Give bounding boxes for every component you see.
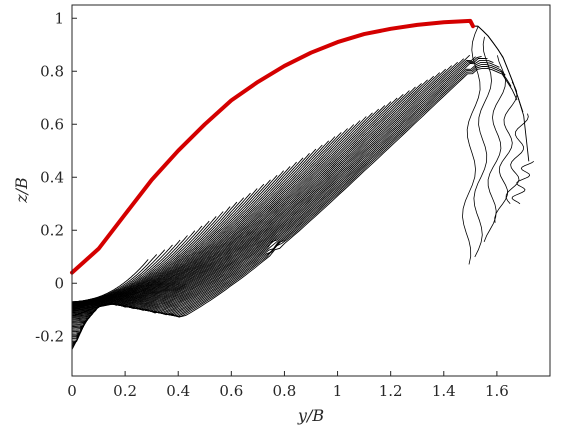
x-tick-label: 1 — [333, 382, 343, 400]
profile-line — [511, 160, 535, 205]
upper-envelope-line — [70, 18, 475, 275]
profile-line — [71, 183, 265, 307]
y-tick-label: 0 — [54, 274, 64, 292]
profile-line — [473, 36, 492, 258]
y-tick-label: 0.6 — [40, 115, 64, 133]
x-tick-label: 0.2 — [113, 382, 137, 400]
profile-line — [494, 81, 518, 223]
x-tick-label: 0.8 — [273, 382, 297, 400]
x-tick-label: 0 — [67, 382, 77, 400]
profile-line — [71, 192, 251, 306]
x-axis-title: y/B — [297, 406, 324, 425]
profile-line — [462, 26, 481, 265]
y-axis-title: z/B — [12, 177, 31, 204]
profile-line — [71, 67, 518, 350]
profile-line — [72, 188, 258, 306]
y-tick-label: 0.2 — [40, 221, 64, 239]
profile-line — [505, 113, 529, 205]
x-tick-label: 0.6 — [219, 382, 243, 400]
y-tick-label: 1 — [54, 9, 64, 27]
x-axis: 0 0.2 0.4 0.6 0.8 1 1.2 1.4 1.6 — [67, 371, 509, 400]
y-tick-label: 0.4 — [40, 168, 64, 186]
profile-lines — [71, 20, 535, 350]
x-tick-label: 1.2 — [379, 382, 403, 400]
x-tick-label: 0.4 — [166, 382, 190, 400]
x-tick-label: 1.6 — [485, 382, 509, 400]
profile-line — [72, 170, 284, 308]
x-tick-label: 1.4 — [432, 382, 456, 400]
profile-line — [71, 175, 278, 308]
profile-line — [71, 179, 271, 307]
y-tick-label: -0.2 — [35, 327, 64, 345]
profile-line — [483, 55, 506, 243]
plot-area-frame — [71, 4, 551, 377]
y-axis: -0.2 0 0.2 0.4 0.6 0.8 1 — [35, 9, 77, 345]
y-tick-label: 0.8 — [40, 62, 64, 80]
profile-line — [71, 197, 245, 305]
